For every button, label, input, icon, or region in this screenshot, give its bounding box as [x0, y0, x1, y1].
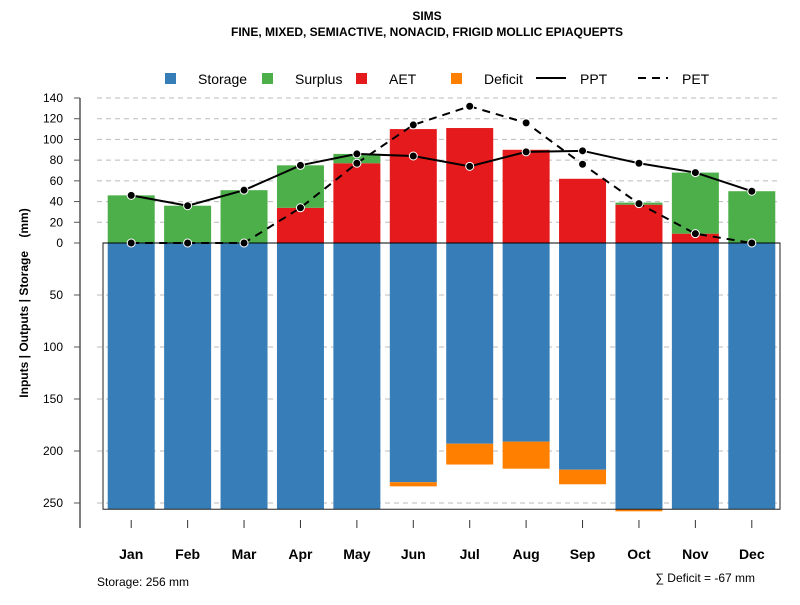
ppt-point	[690, 168, 700, 178]
bar-storage	[220, 243, 268, 510]
pet-point	[183, 238, 193, 248]
x-tick-label: Oct	[627, 546, 651, 562]
bar-deficit	[502, 441, 550, 469]
bar-aet	[276, 207, 324, 243]
y-axis-label: Inputs | Outputs | Storage (mm)	[17, 208, 31, 397]
bar-deficit	[389, 482, 437, 487]
y-tick-label: 200	[43, 444, 63, 458]
bar-storage	[671, 243, 719, 510]
chart-subtitle: FINE, MIXED, SEMIACTIVE, NONACID, FRIGID…	[231, 25, 623, 39]
y-tick-label: 120	[43, 112, 63, 126]
legend-label-deficit: Deficit	[484, 71, 523, 87]
legend-label-pet: PET	[682, 71, 710, 87]
ppt-point	[295, 160, 305, 170]
ppt-point	[126, 190, 136, 200]
ppt-point	[634, 158, 644, 168]
legend-swatch-storage	[165, 73, 176, 84]
bar-aet	[502, 149, 550, 243]
legend-swatch-deficit	[451, 73, 462, 84]
x-tick-label: Sep	[570, 546, 596, 562]
y-tick-label: 140	[43, 91, 63, 105]
bar-aet	[559, 178, 607, 243]
bar-storage	[276, 243, 324, 510]
ppt-line	[131, 149, 753, 207]
bar-storage	[559, 243, 607, 470]
x-tick-label: Jan	[119, 546, 143, 562]
pet-point	[239, 238, 249, 248]
x-tick-label: Jun	[401, 546, 426, 562]
pet-point	[521, 118, 531, 128]
legend-label-ppt: PPT	[580, 71, 608, 87]
bar-aet	[389, 129, 437, 243]
bar-surplus	[728, 191, 776, 243]
pet-point	[352, 158, 362, 168]
pet-point	[747, 238, 757, 248]
bar-storage	[446, 243, 494, 444]
pet-point	[408, 120, 418, 130]
pet-line	[131, 105, 752, 244]
ppt-point	[408, 151, 418, 161]
pet-point	[465, 101, 475, 111]
legend-swatch-surplus	[262, 73, 273, 84]
chart-title: SIMS	[412, 9, 441, 23]
y-tick-label: 60	[50, 174, 64, 188]
y-tick-label: 20	[50, 215, 64, 229]
bar-storage	[333, 243, 381, 510]
y-tick-label: 50	[50, 288, 64, 302]
ppt-point	[747, 186, 757, 196]
bar-aet	[671, 233, 719, 243]
legend-swatch-aet	[356, 73, 367, 84]
y-tick-label: 100	[43, 340, 63, 354]
bar-aet	[615, 204, 663, 243]
ppt-point	[239, 185, 249, 195]
y-tick-label: 250	[43, 496, 63, 510]
y-tick-label: 40	[50, 195, 64, 209]
x-tick-label: May	[343, 546, 370, 562]
y-tick-label: 0	[56, 236, 63, 250]
bar-storage	[389, 243, 437, 483]
y-tick-label: 150	[43, 392, 63, 406]
ppt-point	[578, 146, 588, 156]
bar-storage	[164, 243, 212, 510]
x-tick-label: Feb	[175, 546, 200, 562]
ppt-point	[465, 161, 475, 171]
pet-point	[578, 159, 588, 169]
pet-point	[295, 203, 305, 213]
ppt-point	[183, 201, 193, 211]
legend-label-aet: AET	[389, 71, 417, 87]
bar-surplus	[671, 172, 719, 234]
y-tick-label: 100	[43, 132, 63, 146]
bar-deficit	[559, 469, 607, 485]
bar-storage	[728, 243, 776, 510]
footer-deficit: ∑ Deficit = -67 mm	[655, 571, 755, 585]
y-tick-label: 80	[50, 153, 64, 167]
ppt-point	[352, 149, 362, 159]
bar-deficit	[446, 443, 494, 465]
bar-surplus	[107, 195, 155, 243]
bar-surplus	[220, 190, 268, 243]
pet-point	[690, 229, 700, 239]
bar-storage	[107, 243, 155, 510]
x-tick-label: Nov	[682, 546, 709, 562]
footer-storage: Storage: 256 mm	[97, 575, 189, 589]
bar-surplus	[164, 205, 212, 243]
x-tick-label: Mar	[232, 546, 257, 562]
legend-label-storage: Storage	[198, 71, 247, 87]
pet-point	[126, 238, 136, 248]
bar-surplus	[333, 153, 381, 164]
x-tick-label: Jul	[460, 546, 480, 562]
x-tick-label: Apr	[288, 546, 313, 562]
bar-aet	[446, 128, 494, 243]
x-tick-label: Dec	[739, 546, 765, 562]
ppt-point	[521, 147, 531, 157]
bar-storage	[502, 243, 550, 442]
legend-label-surplus: Surplus	[295, 71, 342, 87]
x-tick-label: Aug	[513, 546, 540, 562]
bar-storage	[615, 243, 663, 510]
pet-point	[634, 199, 644, 209]
bar-deficit	[615, 509, 663, 512]
